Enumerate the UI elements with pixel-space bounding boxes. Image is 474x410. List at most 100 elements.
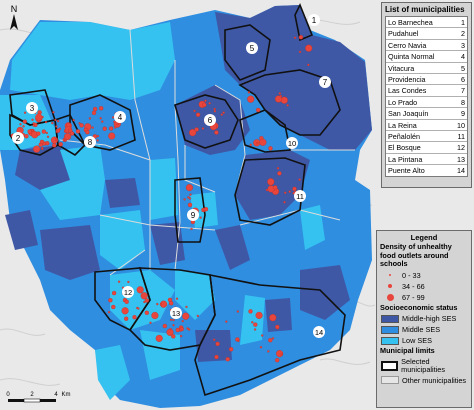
outlet-point-142: [136, 286, 144, 294]
marker-13: 13: [170, 307, 182, 319]
marker-4: 4: [114, 111, 126, 123]
north-arrow: N: [10, 4, 18, 30]
outlet-point-129: [283, 201, 286, 204]
limits-title: Municipal limits: [380, 346, 435, 356]
food-outlet-points: [10, 35, 313, 363]
outlet-point-118: [276, 167, 280, 170]
outlet-point-182: [187, 328, 191, 331]
outlet-point-42: [39, 139, 45, 145]
boundary-penalolen: [234, 157, 306, 226]
outlet-point-224: [268, 146, 273, 151]
outlet-point-72: [99, 117, 102, 120]
outlet-point-191: [248, 309, 253, 314]
outlet-point-116: [188, 197, 192, 200]
ses-item-low: Low SES: [377, 335, 471, 346]
outlet-point-53: [56, 119, 60, 123]
ses-item-middle-high: Middle-high SES: [377, 313, 471, 324]
outlet-point-38: [41, 129, 46, 134]
outlet-point-30: [55, 128, 61, 133]
outlet-point-93: [194, 127, 199, 132]
outlet-point-152: [124, 299, 129, 304]
boundary-san-joaquin: [174, 177, 206, 243]
outlet-point-16: [22, 119, 27, 124]
outlet-point-68: [113, 120, 116, 123]
outlet-point-175: [175, 297, 179, 300]
outlet-point-130: [265, 188, 269, 192]
marker-7: 7: [319, 76, 331, 88]
boundary-la-pintana: [128, 267, 216, 351]
outlet-point-174: [159, 303, 163, 306]
list-item: Peñalolén 11: [386, 131, 467, 143]
outlet-point-67: [78, 122, 81, 125]
outlet-point-92: [220, 113, 223, 116]
list-item: Lo Prado 8: [386, 97, 467, 109]
svg-text:9: 9: [191, 211, 196, 220]
outlet-point-178: [169, 327, 172, 331]
outlet-point-164: [196, 314, 199, 318]
scale-unit: Km: [62, 392, 71, 398]
boundary-lo-barnechea: [294, 3, 314, 42]
outlet-point-96: [193, 109, 196, 113]
outlet-point-110: [199, 216, 202, 219]
outlet-point-70: [96, 139, 99, 142]
marker-14: 14: [313, 326, 325, 338]
outlet-point-83: [79, 123, 84, 128]
outlet-point-160: [182, 312, 190, 320]
outlet-point-154: [181, 319, 184, 323]
outlet-point-195: [271, 337, 275, 340]
svg-text:12: 12: [124, 288, 132, 297]
outlet-point-203: [268, 338, 273, 343]
outlet-point-172: [151, 311, 159, 320]
list-item: La Reina 10: [386, 120, 467, 131]
outlet-point-50: [45, 131, 48, 135]
outlet-point-185: [213, 338, 216, 341]
limits-item-selected: Selected municipalities: [377, 357, 471, 375]
svg-text:5: 5: [250, 44, 255, 53]
outlet-point-168: [170, 318, 173, 321]
outlet-point-206: [251, 321, 254, 324]
outlet-point-176: [149, 321, 152, 324]
map-legend: Legend Density of unhealthy food outlets…: [376, 230, 472, 408]
list-item: Puente Alto 14: [388, 166, 465, 176]
municipality-list: Lo Barnechea 1 Pudahuel 2 Cerro Navia 3 Qui…: [385, 16, 468, 178]
marker-6: 6: [204, 114, 216, 126]
outlet-point-82: [85, 130, 90, 135]
outlet-point-35: [52, 143, 57, 148]
outlet-point-106: [187, 202, 193, 208]
density-item-high: 67 - 99: [377, 292, 471, 303]
outlet-point-57: [75, 129, 81, 134]
svg-text:2: 2: [16, 134, 21, 143]
outlet-point-61: [72, 118, 75, 122]
list-item: Quinta Normal 4: [386, 52, 467, 63]
svg-text:7: 7: [323, 78, 328, 87]
outlet-point-153: [185, 305, 188, 309]
outlet-point-10: [31, 118, 34, 121]
outlet-point-219: [305, 44, 313, 52]
outlet-point-117: [298, 178, 301, 181]
outlet-point-200: [215, 341, 220, 347]
outlet-point-127: [277, 171, 282, 176]
outlet-point-220: [293, 36, 297, 39]
outlet-point-181: [172, 324, 175, 327]
outlet-point-150: [124, 316, 129, 321]
scale-tick-0: 0: [6, 392, 10, 398]
outlet-point-45: [54, 138, 58, 141]
density-title: Density of unhealthy food outlets around…: [380, 242, 452, 269]
outlet-point-161: [156, 302, 159, 306]
outlet-point-47: [35, 113, 43, 121]
north-arrow-icon: [10, 14, 18, 30]
list-item: Vitacura 5: [386, 63, 467, 74]
scale-tick-4: 4: [54, 392, 58, 398]
outlet-point-98: [204, 99, 207, 102]
outlet-point-43: [46, 135, 50, 138]
outlet-point-64: [108, 126, 114, 131]
outlet-point-17: [32, 122, 35, 125]
outlet-point-65: [116, 122, 119, 126]
outlet-point-221: [298, 50, 302, 54]
outlet-point-23: [41, 147, 44, 151]
outlet-point-107: [189, 193, 192, 196]
marker-5: 5: [246, 42, 258, 54]
outlet-point-14: [64, 139, 67, 142]
outlet-point-208: [229, 347, 234, 352]
outlet-point-214: [247, 91, 251, 94]
